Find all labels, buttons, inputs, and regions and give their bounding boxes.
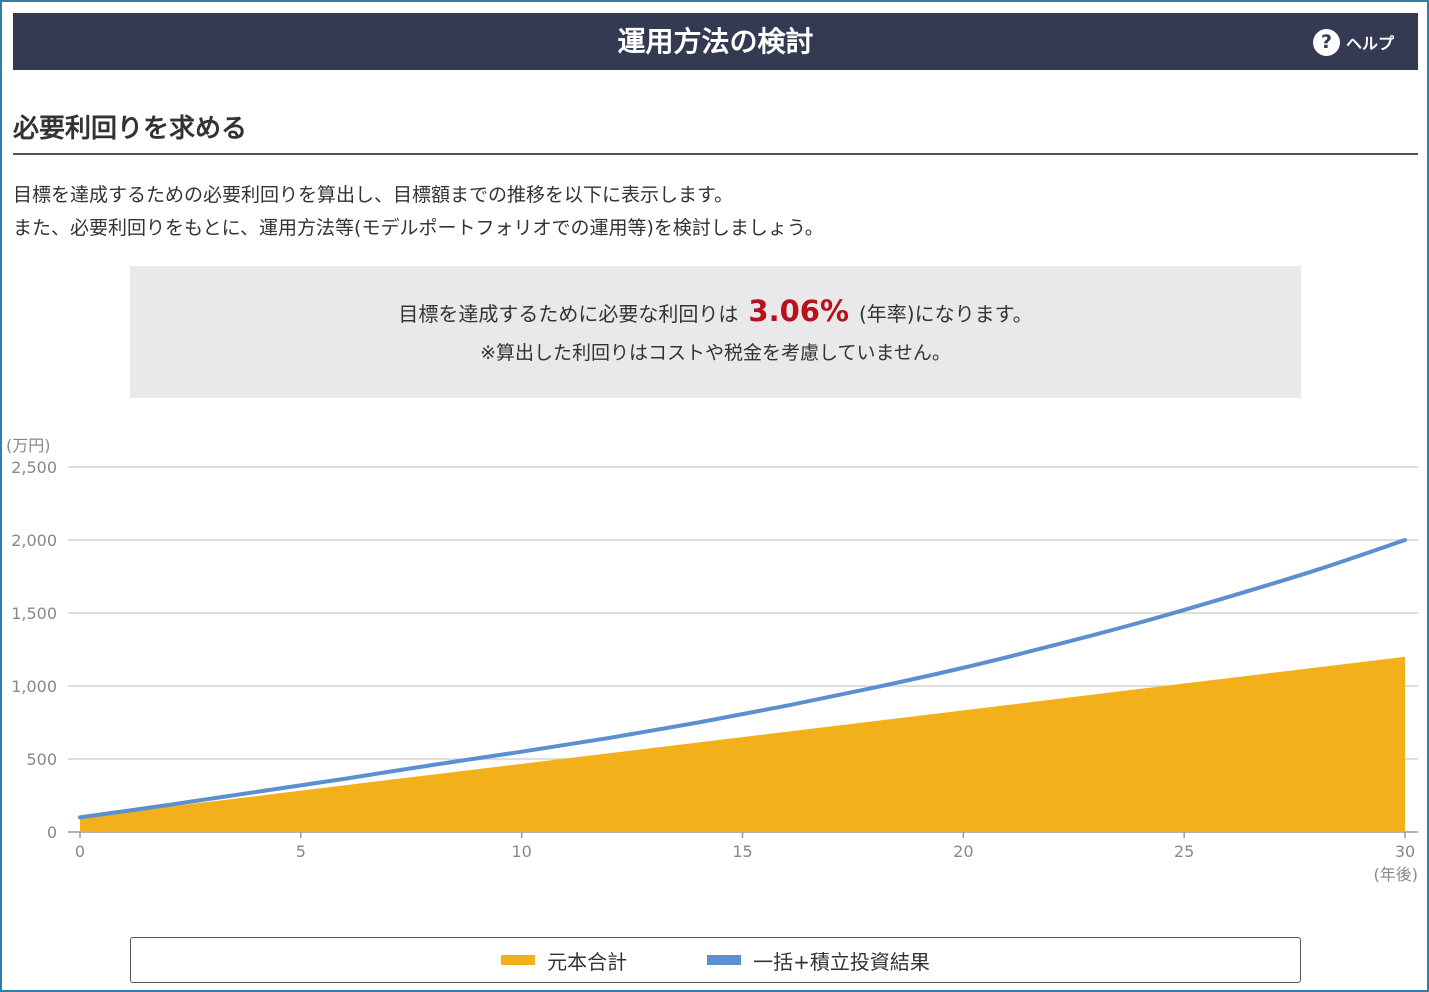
- legend-item-principal[interactable]: 元本合計: [501, 946, 627, 975]
- result-prefix: 目標を達成するために必要な利回りは: [398, 302, 739, 326]
- legend-item-result[interactable]: 一括+積立投資結果: [707, 946, 930, 975]
- y-tick-label: 2,000: [11, 531, 57, 550]
- x-tick-label: 0: [75, 842, 85, 861]
- legend-swatch-principal: [501, 955, 536, 965]
- page-title: 運用方法の検討: [617, 25, 814, 58]
- result-box: 目標を達成するために必要な利回りは 3.06% (年率)になります。 ※算出した利回…: [130, 266, 1301, 398]
- x-tick-label: 20: [953, 842, 973, 861]
- help-button[interactable]: ? ヘルプ: [1312, 28, 1394, 56]
- x-tick-label: 25: [1174, 842, 1194, 861]
- y-tick-label: 1,000: [11, 677, 57, 696]
- y-tick-label: 1,500: [11, 604, 57, 623]
- x-tick-label: 15: [732, 842, 752, 861]
- x-tick-label: 10: [511, 842, 531, 861]
- description-line-2: また、必要利回りをもとに、運用方法等(モデルポートフォリオでの運用等)を検討しま…: [13, 217, 824, 239]
- y-tick-label: 500: [26, 750, 57, 769]
- projection-chart: 0 500 1,000 1,500 2,000 2,500 (万円) 0 5 10 15 20 25 30…: [6, 436, 1419, 884]
- section-divider: [13, 153, 1418, 155]
- legend-swatch-result: [707, 955, 742, 965]
- section-title: 必要利回りを求める: [13, 114, 248, 144]
- result-note: ※算出した利回りはコストや税金を考慮していません。: [480, 342, 951, 364]
- x-tick-label: 30: [1395, 842, 1415, 861]
- chart-legend: 元本合計 一括+積立投資結果: [130, 937, 1301, 983]
- y-axis-unit: (万円): [6, 436, 51, 455]
- help-label[interactable]: ヘルプ: [1345, 34, 1394, 53]
- y-tick-label: 2,500: [11, 458, 57, 477]
- result-suffix: (年率)になります。: [859, 302, 1033, 326]
- required-rate-value: 3.06%: [748, 294, 849, 328]
- x-tick-label: 5: [296, 842, 306, 861]
- result-text: 目標を達成するために必要な利回りは 3.06% (年率)になります。: [130, 294, 1301, 328]
- investment-result-line: [78, 538, 1407, 820]
- x-axis-unit: (年後): [1374, 865, 1419, 884]
- legend-label-principal: 元本合計: [547, 949, 628, 974]
- principal-area: [80, 656, 1405, 832]
- page-header: 運用方法の検討 ? ヘルプ: [13, 13, 1418, 70]
- y-tick-label: 0: [47, 823, 57, 842]
- description-line-1: 目標を達成するための必要利回りを算出し、目標額までの推移を以下に表示します。: [13, 184, 734, 206]
- legend-label-result: 一括+積立投資結果: [753, 949, 930, 974]
- help-icon[interactable]: ?: [1312, 28, 1340, 56]
